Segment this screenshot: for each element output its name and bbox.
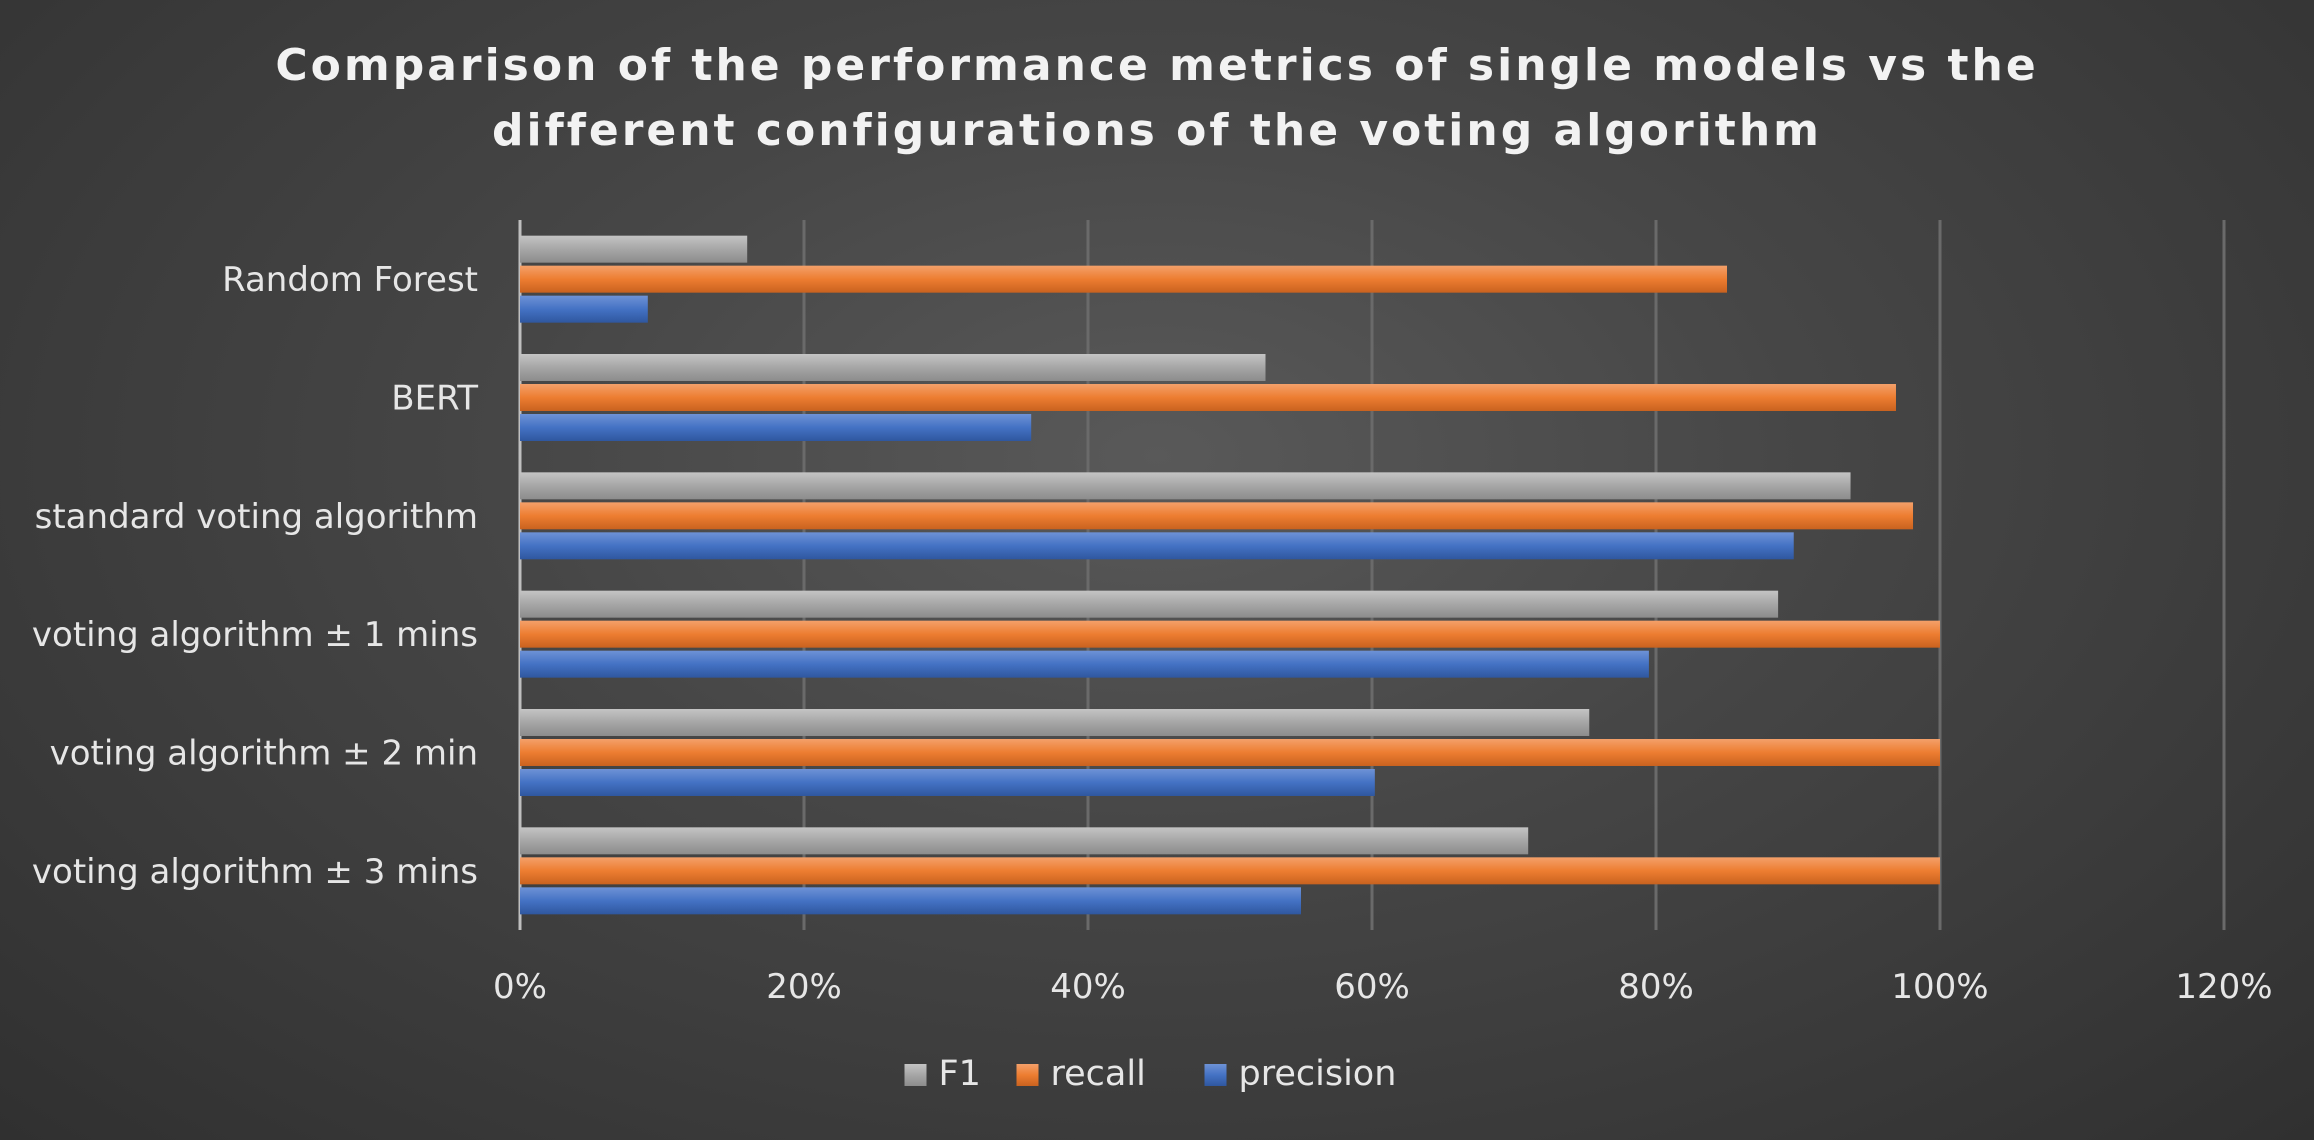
bar-recall	[520, 739, 1940, 766]
legend-label-f1: F1	[939, 1054, 981, 1094]
bar-f1	[520, 709, 1590, 736]
bar-recall	[520, 265, 1727, 293]
bar-recall	[520, 620, 1940, 648]
x-tick-label: 60%	[1334, 967, 1410, 1007]
bars	[520, 235, 1940, 915]
legend-swatch-precision	[1204, 1064, 1227, 1086]
chart-title-line-1: Comparison of the performance metrics of…	[275, 40, 2038, 91]
bar-f1	[520, 827, 1529, 855]
x-tick-label: 0%	[493, 967, 547, 1007]
category-label: Random Forest	[222, 260, 478, 300]
bar-precision	[520, 295, 648, 323]
x-tick-label: 20%	[766, 967, 842, 1007]
bar-precision	[520, 887, 1301, 915]
x-tick-label: 100%	[1891, 967, 1988, 1007]
x-tick-label: 80%	[1618, 967, 1694, 1007]
category-label: voting algorithm ± 2 min	[50, 734, 478, 774]
category-label: voting algorithm ± 3 mins	[32, 852, 478, 892]
chart-title-line-2: different configurations of the voting a…	[492, 105, 1822, 156]
category-labels: Random Forest BERT standard voting algorit…	[32, 260, 478, 892]
legend-label-precision: precision	[1239, 1054, 1397, 1094]
legend: F1 recall precision	[904, 1054, 1397, 1094]
legend-swatch-f1	[904, 1064, 927, 1086]
category-label: BERT	[391, 379, 478, 419]
bar-f1	[520, 354, 1266, 381]
bar-f1	[520, 235, 748, 263]
x-axis-tick-labels: 0% 20% 40% 60% 80% 100% 120%	[493, 967, 2273, 1007]
gridlines	[518, 220, 2226, 930]
chart-title: Comparison of the performance metrics of…	[275, 40, 2038, 156]
bar-precision	[520, 414, 1032, 441]
bar-f1	[520, 472, 1851, 500]
category-label: standard voting algorithm	[35, 497, 478, 537]
bar-precision	[520, 769, 1375, 796]
x-tick-label: 40%	[1050, 967, 1126, 1007]
bar-precision	[520, 532, 1794, 560]
bar-precision	[520, 650, 1649, 678]
legend-swatch-recall	[1016, 1064, 1039, 1086]
bar-recall	[520, 384, 1896, 411]
bar-f1	[520, 590, 1779, 618]
bar-recall	[520, 857, 1940, 885]
legend-label-recall: recall	[1051, 1054, 1146, 1094]
bar-recall	[520, 502, 1914, 530]
category-label: voting algorithm ± 1 mins	[32, 615, 478, 655]
x-tick-label: 120%	[2175, 967, 2272, 1007]
